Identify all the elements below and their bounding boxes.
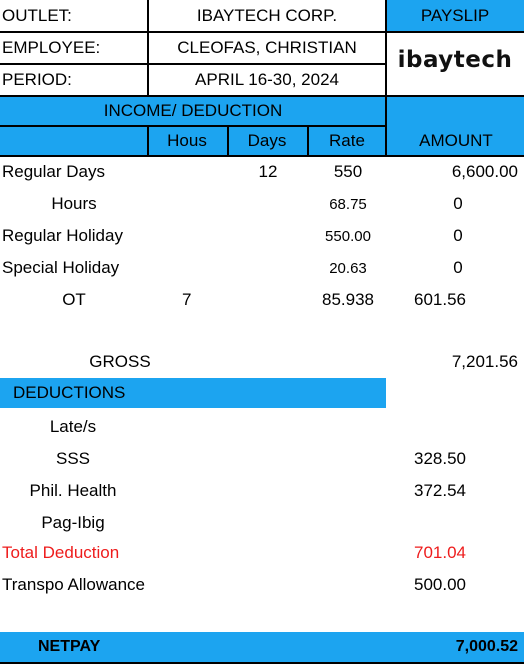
income-amount: 0 [453,226,463,245]
table-header-divider [307,126,309,156]
period-label: PERIOD: [2,70,72,89]
table-header-divider [0,155,524,157]
employee-value: CLEOFAS, CHRISTIAN [177,38,357,57]
deduction-amount: 328.50 [414,449,466,468]
total-deduction-label: Total Deduction [2,543,120,562]
income-label: Regular Holiday [2,226,123,245]
income-hours: 7 [182,290,192,309]
header-divider [385,0,387,96]
deduction-amount: 372.54 [414,481,466,500]
header-divider [147,0,149,96]
gross-amount: 7,201.56 [451,352,518,371]
payslip-title: PAYSLIP [386,0,524,32]
outlet-value: IBAYTECH CORP. [196,6,338,25]
column-header-amount: AMOUNT [419,131,493,150]
deduction-label: SSS [55,449,91,468]
table-header-divider [0,95,524,97]
income-label: Special Holiday [2,258,120,277]
column-header-rate: Rate [329,131,365,150]
income-amount: 0 [453,194,463,213]
income-rate: 68.75 [329,195,367,213]
deduction-amount [414,507,514,539]
deduction-amount [414,411,514,443]
income-label: Hours [51,194,97,213]
header-divider [0,63,386,65]
netpay-amount: 7,000.52 [455,638,518,655]
netpay-band [0,632,524,662]
total-deduction-amount: 701.04 [414,543,466,562]
outlet-label: OUTLET: [2,6,72,25]
income-amount: 0 [453,258,463,277]
income-rate: 85.938 [322,290,374,309]
table-header-divider [227,126,229,156]
period-value: APRIL 16-30, 2024 [195,70,339,89]
netpay-bottom-border [0,662,524,664]
gross-label: GROSS [89,352,151,371]
allowance-label: Transpo Allowance [2,575,146,594]
deduction-label: Late/s [49,417,97,436]
allowance-amount: 500.00 [414,575,466,594]
netpay-label: NETPAY [38,638,101,655]
income-rate: 550 [333,162,363,181]
column-header-days: Days [247,131,287,150]
deduction-label: Pag-Ibig [41,513,105,532]
income-rate: 20.63 [329,259,367,277]
income-rate: 550.00 [325,227,371,245]
table-header-divider [385,96,387,156]
section-title: INCOME/ DEDUCTION [103,101,283,120]
employee-label: EMPLOYEE: [2,38,101,57]
deductions-title: DEDUCTIONS [13,383,126,402]
header-block: PAYSLIP OUTLET: IBAYTECH CORP. EMPLOYEE:… [0,0,524,96]
column-header-hours: Hous [167,131,207,150]
table-header-divider [147,126,149,156]
company-logo: ibaytech [397,47,513,73]
header-divider [386,31,524,33]
table-header-divider [0,125,386,127]
income-amount: 6,600.00 [451,162,518,181]
income-days: 12 [258,162,278,181]
income-amount: 601.56 [414,290,466,309]
income-label: OT [62,290,86,309]
deductions-band [0,378,386,408]
deduction-label: Phil. Health [29,481,117,500]
header-divider [0,31,386,33]
income-label: Regular Days [2,162,105,181]
